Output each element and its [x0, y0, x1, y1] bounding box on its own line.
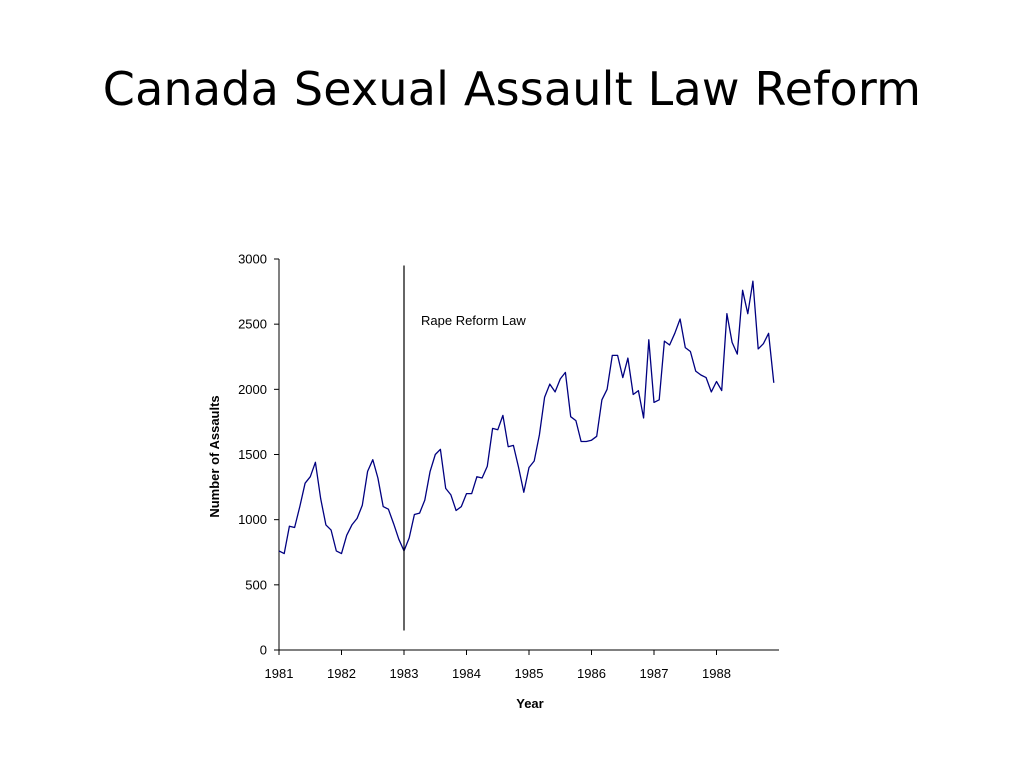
y-axis-title: Number of Assaults	[207, 395, 222, 517]
x-tick-label: 1984	[452, 666, 481, 681]
y-tick-label: 0	[260, 643, 267, 658]
y-tick-label: 2500	[238, 317, 267, 332]
x-tick-label: 1981	[265, 666, 294, 681]
annotation-group: Rape Reform Law	[403, 265, 526, 631]
x-tick-label: 1982	[327, 666, 356, 681]
y-tick-label: 500	[245, 577, 267, 592]
x-axis: 1981 1982 1983 1984 1985 1986 1987 1988	[265, 649, 779, 681]
y-tick-label: 1500	[238, 447, 267, 462]
series-group	[278, 280, 775, 555]
x-tick-label: 1985	[515, 666, 544, 681]
x-tick-label: 1983	[390, 666, 419, 681]
y-tick-label: 2000	[238, 382, 267, 397]
x-tick-label: 1986	[577, 666, 606, 681]
y-tick-label: 1000	[238, 512, 267, 527]
x-axis-title: Year	[516, 696, 543, 711]
x-tick-label: 1988	[702, 666, 731, 681]
slide-title: Canada Sexual Assault Law Reform	[102, 62, 922, 116]
reform-law-label: Rape Reform Law	[421, 313, 526, 328]
y-axis: 0 500 1000 1500 2000 2500 3000	[238, 252, 280, 658]
x-tick-label: 1987	[640, 666, 669, 681]
series-line	[278, 280, 775, 555]
y-tick-label: 3000	[238, 252, 267, 267]
